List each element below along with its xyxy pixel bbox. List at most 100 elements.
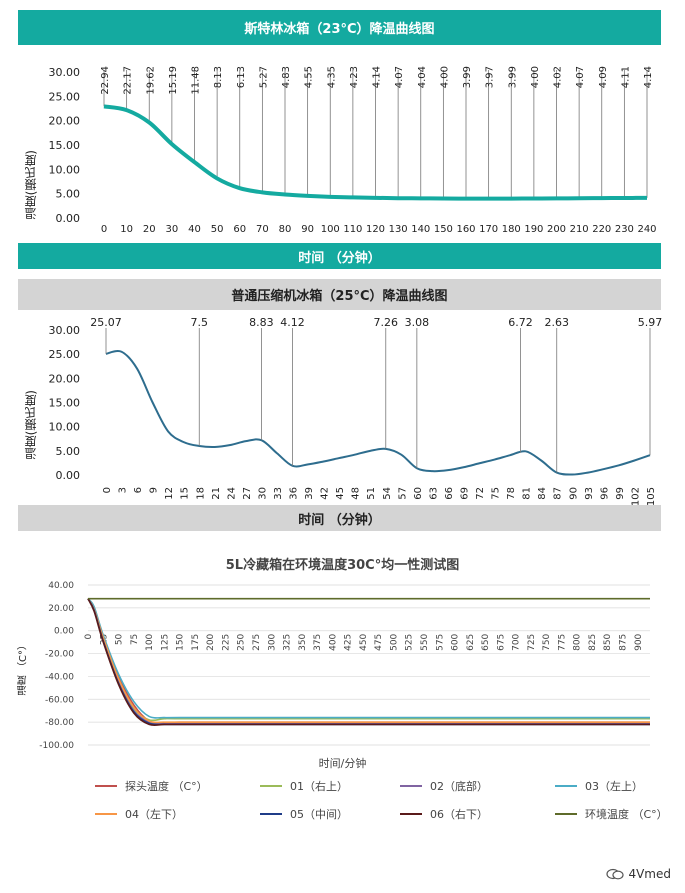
chart1-xtick: 170 — [479, 224, 498, 235]
chart3-xtick: 525 — [405, 634, 415, 651]
legend-label: 探头温度 （C°） — [125, 780, 208, 793]
chart2-xtick: 21 — [211, 487, 222, 500]
legend-label: 06（右下） — [430, 808, 488, 821]
chart3-xtick: 750 — [542, 633, 552, 650]
chart1-xtick: 150 — [434, 224, 453, 235]
chart1-data-label: 5.27 — [258, 66, 269, 88]
chart2-xtick: 75 — [491, 487, 502, 500]
legend-swatch — [400, 785, 422, 787]
chart3-series-line — [87, 598, 650, 727]
chart3-series-line — [87, 598, 650, 724]
chart1-ytick: 0.00 — [56, 212, 81, 225]
legend-item: 03（左上） — [555, 778, 643, 794]
chart1-data-label: 4.09 — [598, 66, 609, 88]
chart1-ytick: 10.00 — [49, 163, 81, 176]
chart1-xlabel-bar: 时间 （分钟） — [18, 243, 661, 269]
chart2-xlabel-bar: 时间 （分钟） — [18, 505, 661, 531]
chart1-xtick: 50 — [211, 224, 224, 235]
chart3-xtick: 500 — [389, 633, 399, 650]
chart2-xlabel: 时间 （分钟） — [298, 512, 381, 528]
legend-swatch — [260, 785, 282, 787]
chart3-ytick: 0.00 — [54, 627, 74, 637]
legend-label: 环境温度 （C°） — [585, 808, 668, 821]
chart1-data-label: 4.00 — [530, 66, 541, 88]
chart3-xtick: 100 — [145, 633, 155, 650]
chart2-ytick: 0.00 — [56, 469, 81, 482]
chart1-data-label: 22.17 — [123, 66, 134, 95]
chart3-xtick: 75 — [130, 634, 140, 645]
chart1-xtick: 240 — [637, 224, 656, 235]
chart2-xtick: 9 — [149, 487, 160, 493]
watermark-text: 4Vmed — [628, 867, 671, 881]
chart1-series-line — [103, 104, 648, 201]
chart3-series-line — [87, 598, 650, 725]
chart2-annotation: 4.12 — [280, 316, 305, 329]
chart2-annotation: 5.97 — [638, 316, 663, 329]
chart1-data-label: 4.35 — [326, 66, 337, 88]
chart1-xtick: 110 — [343, 224, 362, 235]
legend-item: 探头温度 （C°） — [95, 778, 208, 794]
legend-label: 05（中间） — [290, 808, 348, 821]
chart3-xtick: 550 — [420, 633, 430, 650]
chart2-ytick: 10.00 — [49, 421, 81, 434]
chart2-ytick: 5.00 — [56, 445, 81, 458]
chart3-ytick: -60.00 — [45, 695, 74, 705]
legend-swatch — [95, 813, 117, 815]
chart2-xtick: 39 — [304, 487, 315, 500]
chart2-annotation: 7.5 — [191, 316, 209, 329]
chart1-xtick: 200 — [547, 224, 566, 235]
chart1-data-label: 4.07 — [575, 66, 586, 88]
chart1-xtick: 220 — [592, 224, 611, 235]
legend-swatch — [260, 813, 282, 815]
legend-label: 01（右上） — [290, 780, 348, 793]
chart2-annotation: 8.83 — [249, 316, 274, 329]
chart1-ytick: 20.00 — [49, 115, 81, 128]
chart3-xtick: 825 — [588, 634, 598, 651]
chart3-xtick: 225 — [221, 634, 231, 651]
chart2-xtick: 18 — [195, 487, 206, 500]
chart3-series-line — [87, 598, 650, 725]
chart2-xtick: 66 — [444, 487, 455, 500]
chart2-xtick: 0 — [102, 487, 113, 493]
chart3-ytick: -40.00 — [45, 672, 74, 682]
legend-swatch — [400, 813, 422, 815]
chart1-data-label: 15.19 — [168, 66, 179, 95]
chart3-xtick: 650 — [481, 633, 491, 650]
chart3-xtick: 350 — [298, 633, 308, 650]
chart2-annotation: 3.08 — [405, 316, 430, 329]
chart1-xtick: 160 — [456, 224, 475, 235]
legend-item: 04（左下） — [95, 806, 183, 822]
chart2-xtick: 42 — [320, 487, 331, 500]
chart2-xtick: 60 — [413, 487, 424, 500]
chart2-xtick: 33 — [273, 487, 284, 500]
chart1-xtick: 210 — [570, 224, 589, 235]
chart1-data-label: 4.14 — [372, 66, 383, 88]
chart1-data-label: 4.14 — [643, 66, 654, 88]
chart2-xtick: 36 — [289, 487, 300, 500]
chart1-xtick: 190 — [524, 224, 543, 235]
chart2-xtick: 12 — [164, 487, 175, 500]
chart1-xtick: 40 — [188, 224, 201, 235]
chart2-xtick: 51 — [366, 487, 377, 500]
watermark: 4Vmed — [606, 867, 671, 881]
chart2-title: 普通压缩机冰箱（25°C）降温曲线图 — [231, 289, 448, 304]
chart3-series-line — [87, 598, 650, 719]
chart1-data-label: 11.48 — [191, 66, 202, 95]
legend-item: 02（底部） — [400, 778, 488, 794]
chart2-ytick: 15.00 — [49, 397, 81, 410]
legend-swatch — [95, 785, 117, 787]
chart3-xtick: 800 — [573, 633, 583, 650]
legend-item: 01（右上） — [260, 778, 348, 794]
chart1-data-label: 19.62 — [145, 66, 156, 95]
chart3-xtick: 175 — [191, 634, 201, 651]
chart2-xtick: 57 — [397, 487, 408, 500]
chart3-xtick: 125 — [160, 634, 170, 651]
chart3-xtick: 775 — [557, 634, 567, 651]
chart3-xtick: 0 — [84, 633, 94, 639]
chart3-xtick: 425 — [344, 634, 354, 651]
chart2-xtick: 54 — [382, 487, 393, 500]
chart3-ytick: -100.00 — [39, 741, 74, 751]
chart3-xtick: 725 — [527, 634, 537, 651]
chart1-xtick: 90 — [301, 224, 314, 235]
